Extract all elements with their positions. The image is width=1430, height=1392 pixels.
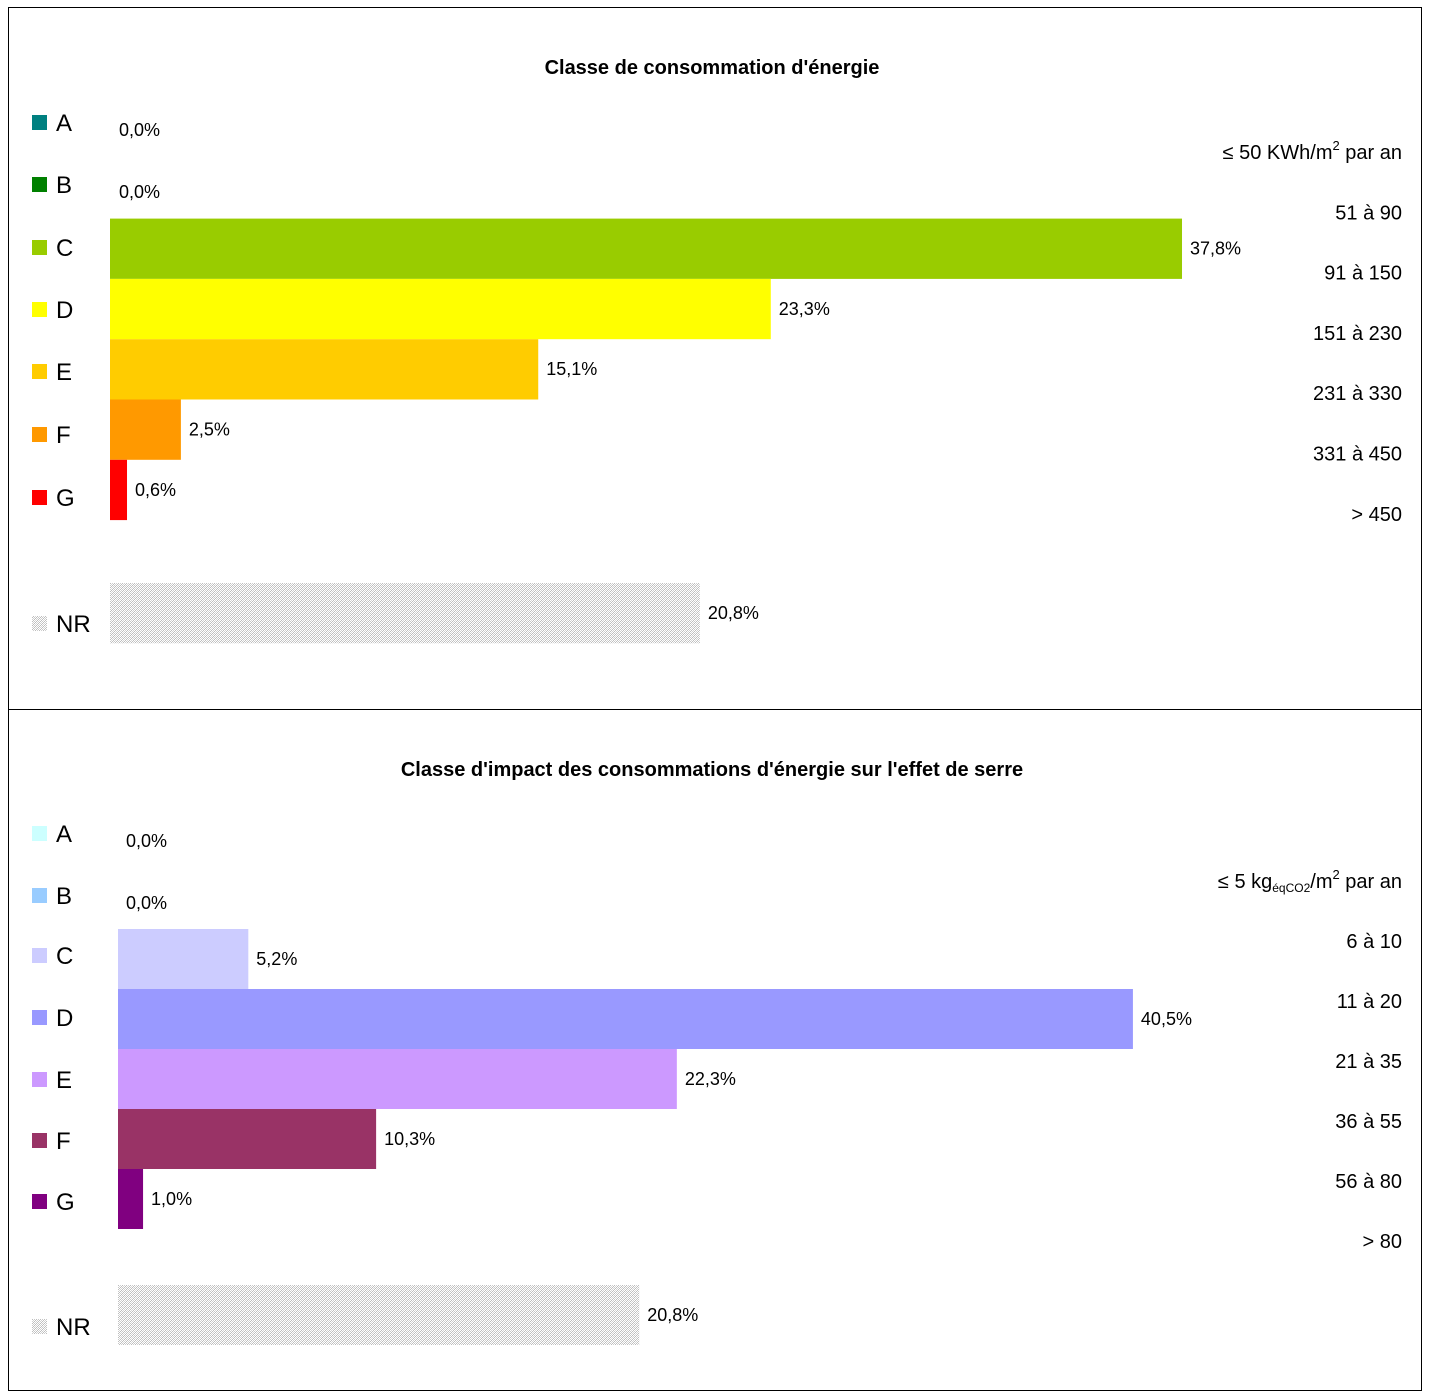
energy-legend-label-g: G: [56, 485, 75, 512]
ges-legend-swatch-d: [32, 1010, 47, 1025]
energy-bar-g: [110, 459, 128, 521]
ges-value-label-e: 22,3%: [685, 1069, 736, 1089]
energy-value-label-f: 2,5%: [189, 420, 230, 440]
ges-range-label-1: 6 à 10: [1346, 931, 1402, 953]
energy-value-label-c: 37,8%: [1190, 239, 1241, 259]
ges-bar-c: [118, 929, 249, 989]
energy-chart-title: Classe de consommation d'énergie: [545, 57, 880, 79]
ges-range-label-4: 36 à 55: [1335, 1111, 1402, 1133]
energy-legend-label-c: C: [56, 235, 73, 262]
ges-value-label-g: 1,0%: [151, 1189, 192, 1209]
ges-legend-swatch-e: [32, 1072, 47, 1087]
ges-range-label-5: 56 à 80: [1335, 1171, 1402, 1193]
energy-bar-nr: [110, 583, 700, 644]
energy-bar-c: [110, 218, 1183, 279]
energy-legend-swatch-a: [32, 115, 47, 130]
energy-bar-e: [110, 339, 539, 400]
ges-value-label-f: 10,3%: [384, 1129, 435, 1149]
ges-legend-label-g: G: [56, 1189, 75, 1216]
ges-bar-g: [118, 1169, 144, 1229]
energy-range-label-4: 231 à 330: [1313, 383, 1402, 405]
ges-chart: Classe d'impact des consommations d'éner…: [32, 759, 1402, 1345]
ges-legend-swatch-f: [32, 1133, 47, 1148]
energy-range-label-a-b: ≤ 50 KWh/m2 par an: [1223, 138, 1402, 164]
energy-chart-panel: Classe de consommation d'énergie A 0,0% B 0,…: [8, 7, 1422, 710]
energy-range-label-3: 151 à 230: [1313, 323, 1402, 345]
ges-legend-swatch-b: [32, 888, 47, 903]
ges-legend-label-d: D: [56, 1005, 73, 1032]
energy-value-label-g: 0,6%: [135, 480, 176, 500]
energy-legend-swatch-b: [32, 177, 47, 192]
ges-range-label-a-b: ≤ 5 kgéqCO2/m2 par an: [1218, 867, 1402, 895]
energy-range-label-2: 91 à 150: [1324, 263, 1402, 285]
ges-legend-label-f: F: [56, 1128, 71, 1155]
energy-legend-label-nr: NR: [56, 611, 91, 638]
ges-value-label-nr: 20,8%: [647, 1305, 698, 1325]
ges-legend-label-nr: NR: [56, 1314, 91, 1341]
ges-range-label-3: 21 à 35: [1335, 1051, 1402, 1073]
energy-legend-label-b: B: [56, 172, 72, 199]
ges-bar-e: [118, 1049, 677, 1109]
energy-range-label-5: 331 à 450: [1313, 444, 1402, 466]
energy-value-label-a: 0,0%: [119, 120, 160, 140]
ges-bar-d: [118, 989, 1133, 1049]
ges-chart-panel: Classe d'impact des consommations d'éner…: [8, 709, 1422, 1391]
ges-value-label-b: 0,0%: [126, 893, 167, 913]
energy-value-label-nr: 20,8%: [708, 603, 759, 623]
ges-bar-nr: [118, 1285, 640, 1345]
ges-value-label-c: 5,2%: [256, 949, 297, 969]
energy-legend-label-d: D: [56, 297, 73, 324]
energy-legend-swatch-c: [32, 240, 47, 255]
energy-legend-swatch-e: [32, 364, 47, 379]
energy-range-label-6: > 450: [1351, 504, 1402, 526]
energy-range-label-1: 51 à 90: [1335, 202, 1402, 224]
ges-legend-label-e: E: [56, 1067, 72, 1094]
energy-legend-label-a: A: [56, 110, 72, 137]
energy-legend-swatch-d: [32, 302, 47, 317]
ges-legend-label-c: C: [56, 943, 73, 970]
ges-bar-f: [118, 1109, 377, 1169]
energy-value-label-d: 23,3%: [779, 299, 830, 319]
ges-legend-label-b: B: [56, 883, 72, 910]
energy-legend-swatch-f: [32, 427, 47, 442]
ges-legend-swatch-g: [32, 1194, 47, 1209]
ges-range-label-6: > 80: [1363, 1231, 1402, 1253]
energy-value-label-b: 0,0%: [119, 182, 160, 202]
ges-legend-swatch-c: [32, 948, 47, 963]
ges-legend-label-a: A: [56, 821, 72, 848]
ges-legend-swatch-nr: [32, 1319, 47, 1334]
ges-chart-title: Classe d'impact des consommations d'éner…: [401, 759, 1023, 781]
energy-bar-f: [110, 399, 181, 460]
energy-chart: Classe de consommation d'énergie A 0,0% B 0,…: [32, 57, 1402, 644]
ges-range-label-2: 11 à 20: [1337, 991, 1402, 1013]
energy-bar-d: [110, 278, 771, 340]
ges-value-label-a: 0,0%: [126, 831, 167, 851]
ges-legend-swatch-a: [32, 826, 47, 841]
energy-value-label-e: 15,1%: [546, 359, 597, 379]
energy-legend-label-f: F: [56, 422, 71, 449]
ges-value-label-d: 40,5%: [1141, 1009, 1192, 1029]
energy-legend-label-e: E: [56, 359, 72, 386]
energy-legend-swatch-g: [32, 490, 47, 505]
energy-legend-swatch-nr: [32, 616, 47, 631]
